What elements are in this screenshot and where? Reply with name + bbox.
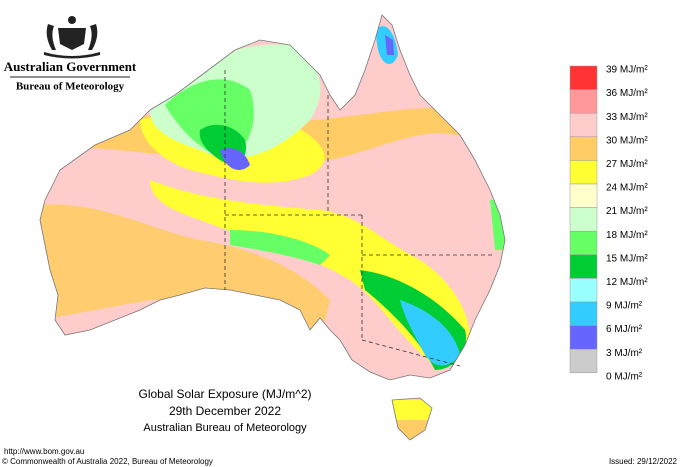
legend-label: 24 MJ/m² xyxy=(606,183,648,194)
legend-swatch xyxy=(569,207,598,232)
coastline xyxy=(39,14,506,441)
legend-swatch xyxy=(569,325,598,350)
map-date: 29th December 2022 xyxy=(169,404,281,418)
map-source: Australian Bureau of Meteorology xyxy=(143,422,307,434)
legend-label: 0 MJ/m² xyxy=(606,371,643,382)
legend-swatch xyxy=(569,254,598,279)
footer-url: http://www.bom.gov.au xyxy=(4,447,84,456)
state-borders xyxy=(224,70,495,367)
legend: 39 MJ/m² 36 MJ/m² 33 MJ/m² 30 MJ/m² 27 MJ/m²… xyxy=(569,65,648,382)
footer-copyright: © Commonwealth of Australia 2022, Bureau… xyxy=(2,457,213,466)
legend-label: 12 MJ/m² xyxy=(606,277,648,288)
legend-label: 18 MJ/m² xyxy=(606,230,648,241)
agency-name: Bureau of Meteorology xyxy=(16,81,125,93)
legend-swatch xyxy=(569,112,598,138)
legend-swatch xyxy=(569,183,598,208)
legend-swatch xyxy=(569,160,598,185)
legend-label: 27 MJ/m² xyxy=(606,159,648,170)
legend-swatch xyxy=(569,278,598,303)
legend-label: 6 MJ/m² xyxy=(606,324,643,335)
legend-label: 15 MJ/m² xyxy=(606,253,648,264)
legend-swatch xyxy=(569,301,598,326)
legend-label: 21 MJ/m² xyxy=(606,206,648,217)
legend-label: 3 MJ/m² xyxy=(606,348,643,359)
legend-label: 30 MJ/m² xyxy=(606,135,648,146)
legend-swatch xyxy=(569,348,598,374)
legend-label: 39 MJ/m² xyxy=(606,65,648,76)
legend-swatch xyxy=(569,230,598,256)
legend-swatch xyxy=(569,65,598,90)
legend-label: 9 MJ/m² xyxy=(606,301,643,312)
government-name: Australian Government xyxy=(4,59,137,74)
legend-label: 33 MJ/m² xyxy=(606,112,648,123)
legend-swatch xyxy=(569,136,598,161)
legend-label: 36 MJ/m² xyxy=(606,88,648,99)
map-title: Global Solar Exposure (MJ/m^2) xyxy=(138,387,311,401)
legend-swatch xyxy=(569,89,598,114)
coat-of-arms xyxy=(44,16,100,59)
footer-issued: Issued: 29/12/2022 xyxy=(609,457,678,466)
